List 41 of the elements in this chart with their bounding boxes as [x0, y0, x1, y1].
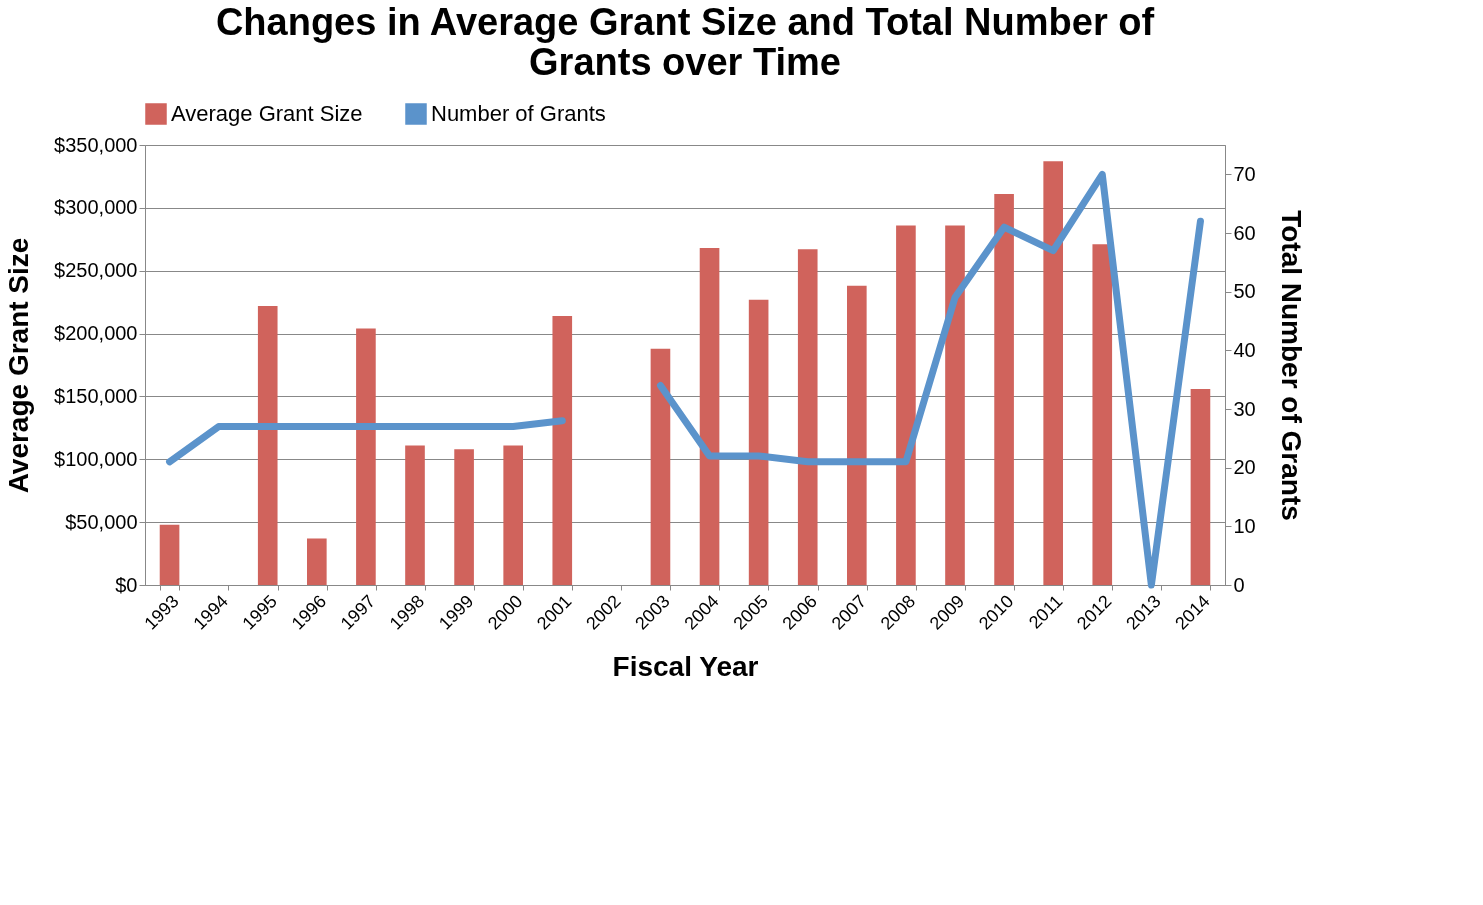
legend-label: Number of Grants	[431, 101, 606, 126]
bar	[552, 315, 573, 585]
bar	[307, 538, 327, 585]
bar	[699, 248, 720, 585]
y-tick-label: $250,000	[54, 259, 138, 282]
y2-tick-label: 70	[1233, 162, 1256, 185]
bar	[1092, 244, 1113, 585]
bar	[454, 449, 474, 585]
y-tick-label: $300,000	[54, 196, 138, 219]
y2-axis-title: Total Number of Grants	[1275, 210, 1307, 521]
y2-tick-label: 40	[1233, 338, 1256, 361]
bar	[945, 225, 965, 585]
chart-title: Changes in Average Grant Size and Total Number of Grants over Time	[215, 1, 1155, 83]
bar	[1043, 161, 1063, 585]
bar	[1190, 388, 1211, 585]
y2-tick-label: 50	[1233, 280, 1256, 303]
x-axis-title: Fiscal Year	[612, 650, 759, 682]
bar	[405, 445, 425, 585]
y2-tick-label: 20	[1233, 456, 1256, 479]
y-tick-label: $50,000	[65, 510, 138, 533]
bar	[896, 225, 916, 585]
y2-tick-label: 30	[1233, 397, 1256, 420]
bar	[257, 305, 278, 585]
bar	[356, 328, 376, 585]
bar	[650, 348, 671, 585]
y-tick-label: $150,000	[54, 384, 138, 407]
bar	[797, 249, 818, 585]
bar	[847, 285, 867, 585]
y2-tick-label: 60	[1233, 221, 1256, 244]
y2-tick-label: 0	[1233, 573, 1245, 596]
bar	[748, 299, 769, 585]
y-axis-title: Average Grant Size	[3, 237, 35, 494]
y2-tick-label: 10	[1233, 514, 1256, 537]
y-tick-label: $350,000	[54, 133, 138, 156]
legend-label: Average Grant Size	[171, 101, 363, 126]
y-tick-label: $200,000	[54, 322, 138, 345]
bar	[503, 445, 523, 585]
bar	[994, 194, 1014, 585]
bar	[159, 524, 180, 585]
y-tick-label: $0	[115, 573, 138, 596]
y-tick-label: $100,000	[54, 447, 138, 470]
